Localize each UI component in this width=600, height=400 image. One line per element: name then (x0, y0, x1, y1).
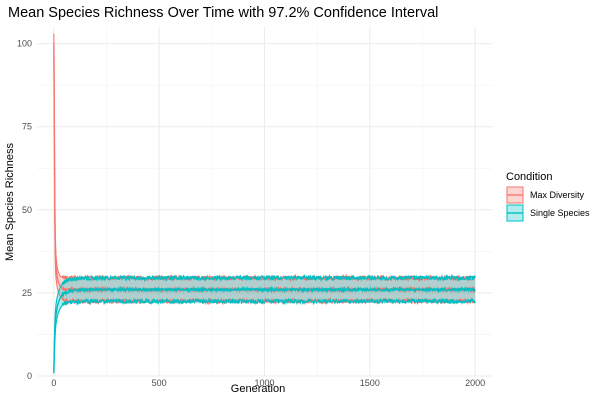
legend-title: Condition (506, 171, 552, 183)
chart-title: Mean Species Richness Over Time with 97.… (8, 5, 438, 21)
ci-upper-line (53, 273, 476, 372)
y-axis-title: Mean Species Richness (4, 143, 16, 262)
legend-label: Single Species (530, 208, 590, 218)
x-tick-label: 1500 (360, 378, 380, 388)
legend-label: Max Diversity (530, 190, 585, 200)
grid (37, 27, 492, 377)
y-tick-label: 75 (22, 122, 32, 132)
legend-key (506, 186, 524, 204)
y-tick-label: 25 (22, 288, 32, 298)
x-axis-title: Generation (231, 383, 285, 395)
x-tick-label: 500 (152, 378, 167, 388)
y-tick-label: 100 (17, 39, 32, 49)
ci-lower-line (53, 297, 476, 374)
y-tick-label: 50 (22, 205, 32, 215)
x-tick-label: 1000 (254, 378, 274, 388)
y-axis-ticks: 0 25 50 75 100 (17, 39, 32, 381)
x-tick-label: 0 (51, 378, 56, 388)
x-tick-label: 2000 (465, 378, 485, 388)
y-tick-label: 0 (27, 371, 32, 381)
x-axis-ticks: 0 500 1000 1500 2000 (51, 378, 485, 388)
legend-key (506, 204, 524, 222)
mean-line (53, 285, 476, 373)
series-lines (53, 33, 476, 374)
legend: Condition Max Diversity Single Species (506, 171, 590, 222)
